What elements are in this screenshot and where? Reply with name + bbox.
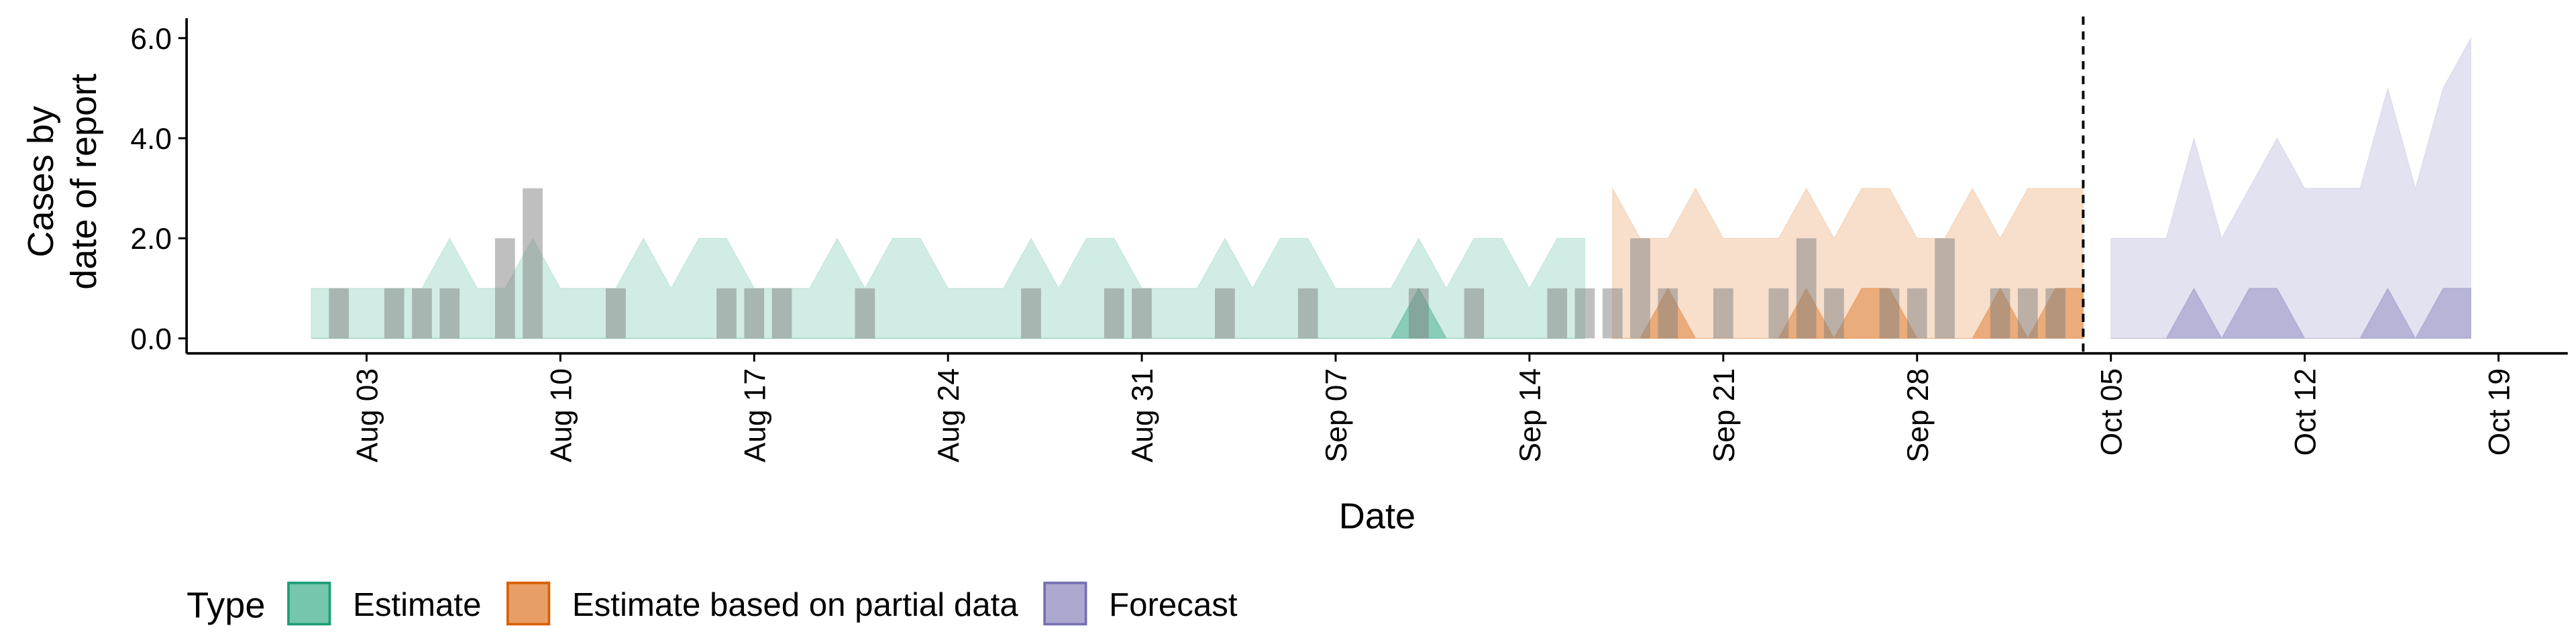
legend-item: Forecast (1043, 582, 1238, 626)
x-tick-label: Sep 21 (1708, 368, 1741, 462)
legend-title: Type (186, 586, 265, 626)
x-tick-label: Sep 14 (1514, 368, 1547, 462)
plot-area (311, 38, 2471, 339)
bar (2017, 288, 2038, 339)
bar (384, 288, 405, 339)
bar (1104, 288, 1124, 339)
bar (771, 288, 792, 339)
x-tick-label: Aug 10 (545, 368, 578, 462)
y-axis-title-line: Cases by (21, 106, 61, 258)
bar (523, 188, 543, 339)
bar (1907, 288, 1927, 339)
y-tick-label: 0.0 (130, 323, 172, 356)
y-axis-title-line: date of report (64, 74, 104, 290)
bar (1630, 238, 1650, 339)
bar (1658, 288, 1678, 339)
legend-item: Estimate based on partial data (506, 582, 1018, 626)
y-tick-label: 6.0 (130, 23, 172, 56)
legend-label: Estimate based on partial data (572, 586, 1018, 623)
x-axis-title: Date (1339, 496, 1415, 537)
bar (1768, 288, 1789, 339)
bar (1464, 288, 1485, 339)
x-tick-label: Sep 28 (1902, 368, 1935, 462)
bar (744, 288, 765, 339)
bar (1297, 288, 1318, 339)
bar (1602, 288, 1623, 339)
legend-item: Estimate (287, 582, 481, 626)
legend-label: Estimate (353, 586, 481, 623)
ribbon-inner (2110, 287, 2471, 339)
legend-key (287, 582, 331, 626)
x-tick-label: Aug 31 (1126, 368, 1159, 462)
bar (329, 288, 350, 339)
bar (716, 288, 737, 339)
bar (1547, 288, 1568, 339)
bar (1132, 288, 1152, 339)
bar (1408, 288, 1429, 339)
x-tick-label: Aug 17 (739, 368, 771, 462)
bar (1796, 238, 1817, 339)
bar (855, 288, 875, 339)
bar (1879, 288, 1900, 339)
bar (1824, 288, 1844, 339)
x-tick-label: Oct 12 (2290, 368, 2322, 456)
bar (1215, 288, 1235, 339)
bar (412, 288, 432, 339)
x-tick-label: Sep 07 (1320, 368, 1353, 462)
legend-key (506, 582, 551, 626)
y-axis-title: Cases by date of report (21, 74, 104, 290)
bar (439, 288, 460, 339)
legend-label: Forecast (1109, 586, 1238, 623)
bar (1713, 288, 1733, 339)
bar (494, 238, 515, 339)
y-tick-label: 2.0 (130, 223, 172, 256)
ribbon-outer (2110, 38, 2471, 339)
y-tick-label: 4.0 (130, 123, 172, 156)
bar (2045, 288, 2065, 339)
x-tick-label: Oct 19 (2483, 368, 2516, 456)
bar (1990, 288, 2010, 339)
bar (1574, 288, 1595, 339)
x-tick-label: Aug 03 (351, 368, 384, 462)
legend-key (1043, 582, 1087, 626)
bar (606, 288, 626, 339)
bar (1935, 238, 1955, 339)
x-tick-label: Oct 05 (2096, 368, 2129, 456)
bar (1021, 288, 1041, 339)
x-tick-label: Aug 24 (932, 368, 965, 462)
